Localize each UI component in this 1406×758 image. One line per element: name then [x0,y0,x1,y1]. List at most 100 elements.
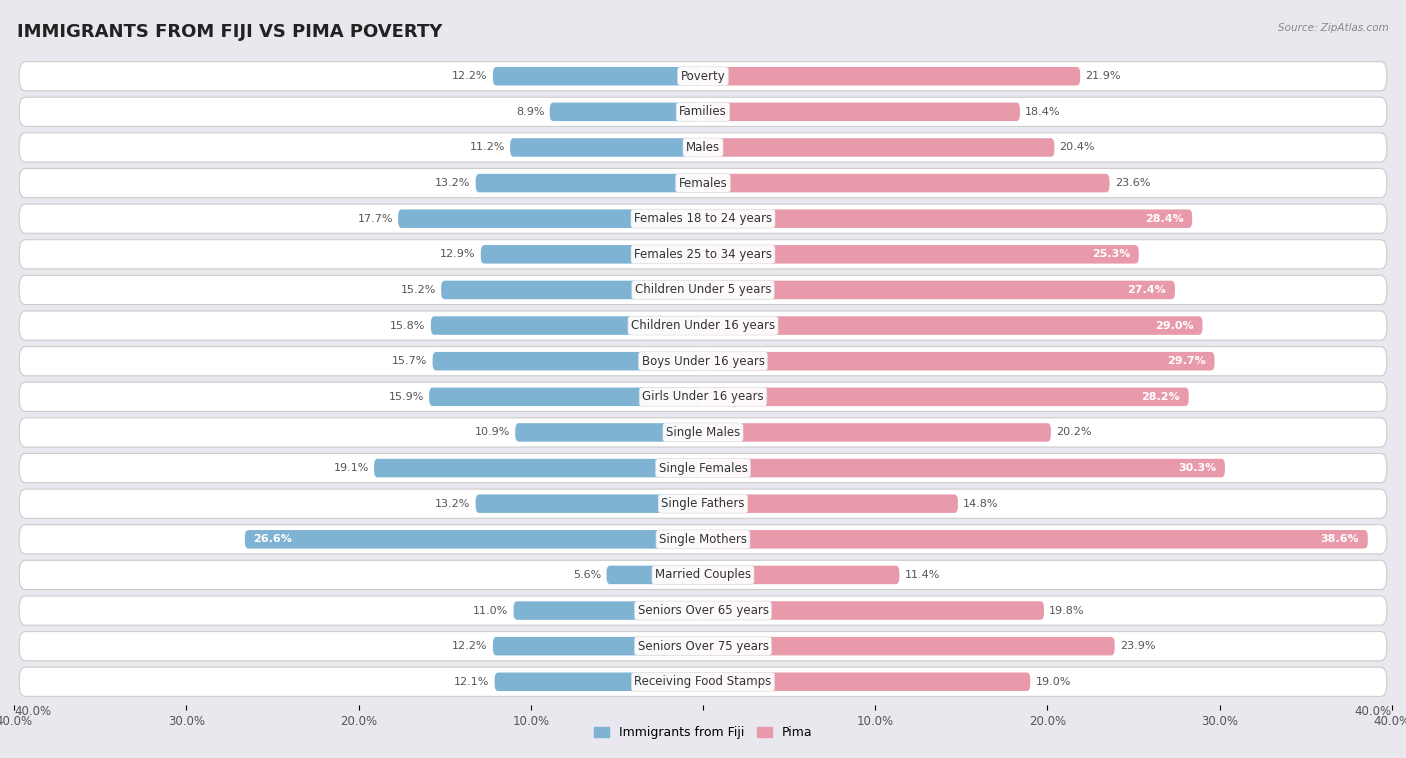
FancyBboxPatch shape [703,280,1175,299]
Text: 13.2%: 13.2% [434,499,471,509]
Text: 11.4%: 11.4% [904,570,939,580]
FancyBboxPatch shape [703,352,1215,371]
Text: 12.9%: 12.9% [440,249,475,259]
FancyBboxPatch shape [20,453,1386,483]
Text: 23.9%: 23.9% [1119,641,1156,651]
Text: 11.2%: 11.2% [470,143,505,152]
FancyBboxPatch shape [475,174,703,193]
FancyBboxPatch shape [703,459,1225,478]
Text: Girls Under 16 years: Girls Under 16 years [643,390,763,403]
Text: Boys Under 16 years: Boys Under 16 years [641,355,765,368]
FancyBboxPatch shape [20,525,1386,554]
FancyBboxPatch shape [398,209,703,228]
FancyBboxPatch shape [20,346,1386,376]
Text: Seniors Over 75 years: Seniors Over 75 years [637,640,769,653]
Text: 23.6%: 23.6% [1115,178,1150,188]
FancyBboxPatch shape [441,280,703,299]
FancyBboxPatch shape [703,672,1031,691]
Text: 19.0%: 19.0% [1035,677,1071,687]
FancyBboxPatch shape [494,637,703,656]
Text: 21.9%: 21.9% [1085,71,1121,81]
Text: Children Under 16 years: Children Under 16 years [631,319,775,332]
FancyBboxPatch shape [703,138,1054,157]
FancyBboxPatch shape [20,631,1386,661]
Text: 20.4%: 20.4% [1060,143,1095,152]
Text: Females 18 to 24 years: Females 18 to 24 years [634,212,772,225]
FancyBboxPatch shape [20,596,1386,625]
Text: 18.4%: 18.4% [1025,107,1060,117]
Text: 30.3%: 30.3% [1178,463,1216,473]
Text: 40.0%: 40.0% [1355,705,1392,718]
Text: IMMIGRANTS FROM FIJI VS PIMA POVERTY: IMMIGRANTS FROM FIJI VS PIMA POVERTY [17,23,443,41]
FancyBboxPatch shape [20,97,1386,127]
FancyBboxPatch shape [703,67,1080,86]
FancyBboxPatch shape [703,601,1045,620]
Text: Poverty: Poverty [681,70,725,83]
FancyBboxPatch shape [20,560,1386,590]
Text: Single Mothers: Single Mothers [659,533,747,546]
Text: Single Males: Single Males [666,426,740,439]
Legend: Immigrants from Fiji, Pima: Immigrants from Fiji, Pima [589,722,817,744]
Text: Children Under 5 years: Children Under 5 years [634,283,772,296]
FancyBboxPatch shape [703,637,1115,656]
Text: 12.2%: 12.2% [453,71,488,81]
Text: 12.2%: 12.2% [453,641,488,651]
Text: 15.9%: 15.9% [388,392,425,402]
Text: Females 25 to 34 years: Females 25 to 34 years [634,248,772,261]
FancyBboxPatch shape [20,489,1386,518]
FancyBboxPatch shape [515,423,703,442]
Text: 19.8%: 19.8% [1049,606,1084,615]
FancyBboxPatch shape [513,601,703,620]
Text: 25.3%: 25.3% [1092,249,1130,259]
FancyBboxPatch shape [374,459,703,478]
Text: 26.6%: 26.6% [253,534,292,544]
FancyBboxPatch shape [430,316,703,335]
Text: 27.4%: 27.4% [1128,285,1167,295]
FancyBboxPatch shape [703,245,1139,264]
FancyBboxPatch shape [606,565,703,584]
FancyBboxPatch shape [510,138,703,157]
Text: Males: Males [686,141,720,154]
Text: 40.0%: 40.0% [14,705,51,718]
Text: Single Females: Single Females [658,462,748,475]
FancyBboxPatch shape [481,245,703,264]
Text: 28.2%: 28.2% [1142,392,1180,402]
Text: 29.0%: 29.0% [1156,321,1194,330]
Text: 17.7%: 17.7% [357,214,392,224]
FancyBboxPatch shape [703,316,1202,335]
Text: 15.8%: 15.8% [391,321,426,330]
FancyBboxPatch shape [20,204,1386,233]
Text: 15.7%: 15.7% [392,356,427,366]
Text: 14.8%: 14.8% [963,499,998,509]
FancyBboxPatch shape [429,387,703,406]
Text: Seniors Over 65 years: Seniors Over 65 years [637,604,769,617]
FancyBboxPatch shape [20,133,1386,162]
FancyBboxPatch shape [20,61,1386,91]
Text: 8.9%: 8.9% [516,107,544,117]
FancyBboxPatch shape [475,494,703,513]
Text: 13.2%: 13.2% [434,178,471,188]
FancyBboxPatch shape [20,240,1386,269]
FancyBboxPatch shape [703,102,1019,121]
FancyBboxPatch shape [245,530,703,549]
Text: 11.0%: 11.0% [474,606,509,615]
Text: Receiving Food Stamps: Receiving Food Stamps [634,675,772,688]
Text: Families: Families [679,105,727,118]
Text: 5.6%: 5.6% [574,570,602,580]
Text: 20.2%: 20.2% [1056,428,1091,437]
FancyBboxPatch shape [20,311,1386,340]
FancyBboxPatch shape [495,672,703,691]
Text: Married Couples: Married Couples [655,568,751,581]
Text: 10.9%: 10.9% [475,428,510,437]
FancyBboxPatch shape [433,352,703,371]
FancyBboxPatch shape [703,387,1188,406]
Text: 15.2%: 15.2% [401,285,436,295]
FancyBboxPatch shape [20,168,1386,198]
FancyBboxPatch shape [703,209,1192,228]
Text: 38.6%: 38.6% [1320,534,1360,544]
Text: Females: Females [679,177,727,190]
Text: 28.4%: 28.4% [1144,214,1184,224]
FancyBboxPatch shape [703,565,900,584]
Text: Single Fathers: Single Fathers [661,497,745,510]
FancyBboxPatch shape [494,67,703,86]
